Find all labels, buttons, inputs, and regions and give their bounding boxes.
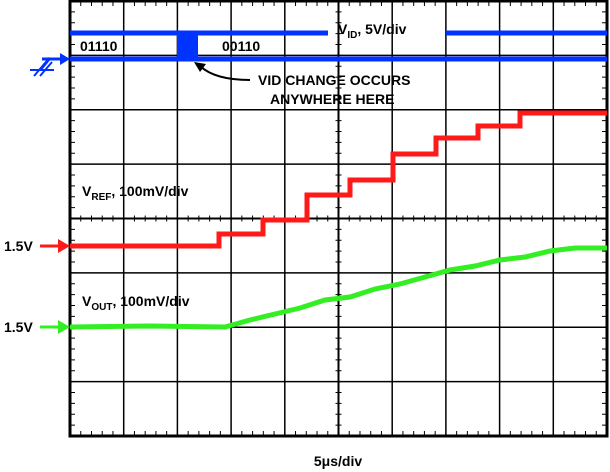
vout-arrowhead	[58, 320, 70, 334]
vid-code: 00110	[222, 38, 260, 54]
vout-label: VOUT, 100mV/div	[82, 293, 190, 313]
vref-trace	[70, 110, 607, 249]
vref-label: VREF, 100mV/div	[82, 183, 189, 203]
vid-code: 01110	[80, 38, 118, 54]
note-arrowhead	[194, 62, 206, 72]
note: VID CHANGE OCCURS	[258, 72, 410, 88]
vref-arrowhead	[58, 239, 70, 253]
note-arrow	[199, 65, 251, 81]
vout-level: 1.5V	[4, 319, 33, 335]
timebase: 5μs/div	[314, 453, 362, 469]
note: ANYWHERE HERE	[270, 91, 394, 107]
ground-marker	[30, 53, 70, 77]
vid-change-block	[177, 31, 198, 61]
vid-label: VID, 5V/div	[338, 21, 407, 41]
grid	[69, 0, 608, 437]
vout-trace	[69, 245, 607, 330]
vid-trace	[70, 30, 607, 62]
frame	[68, 0, 609, 438]
vref-level: 1.5V	[4, 238, 33, 254]
